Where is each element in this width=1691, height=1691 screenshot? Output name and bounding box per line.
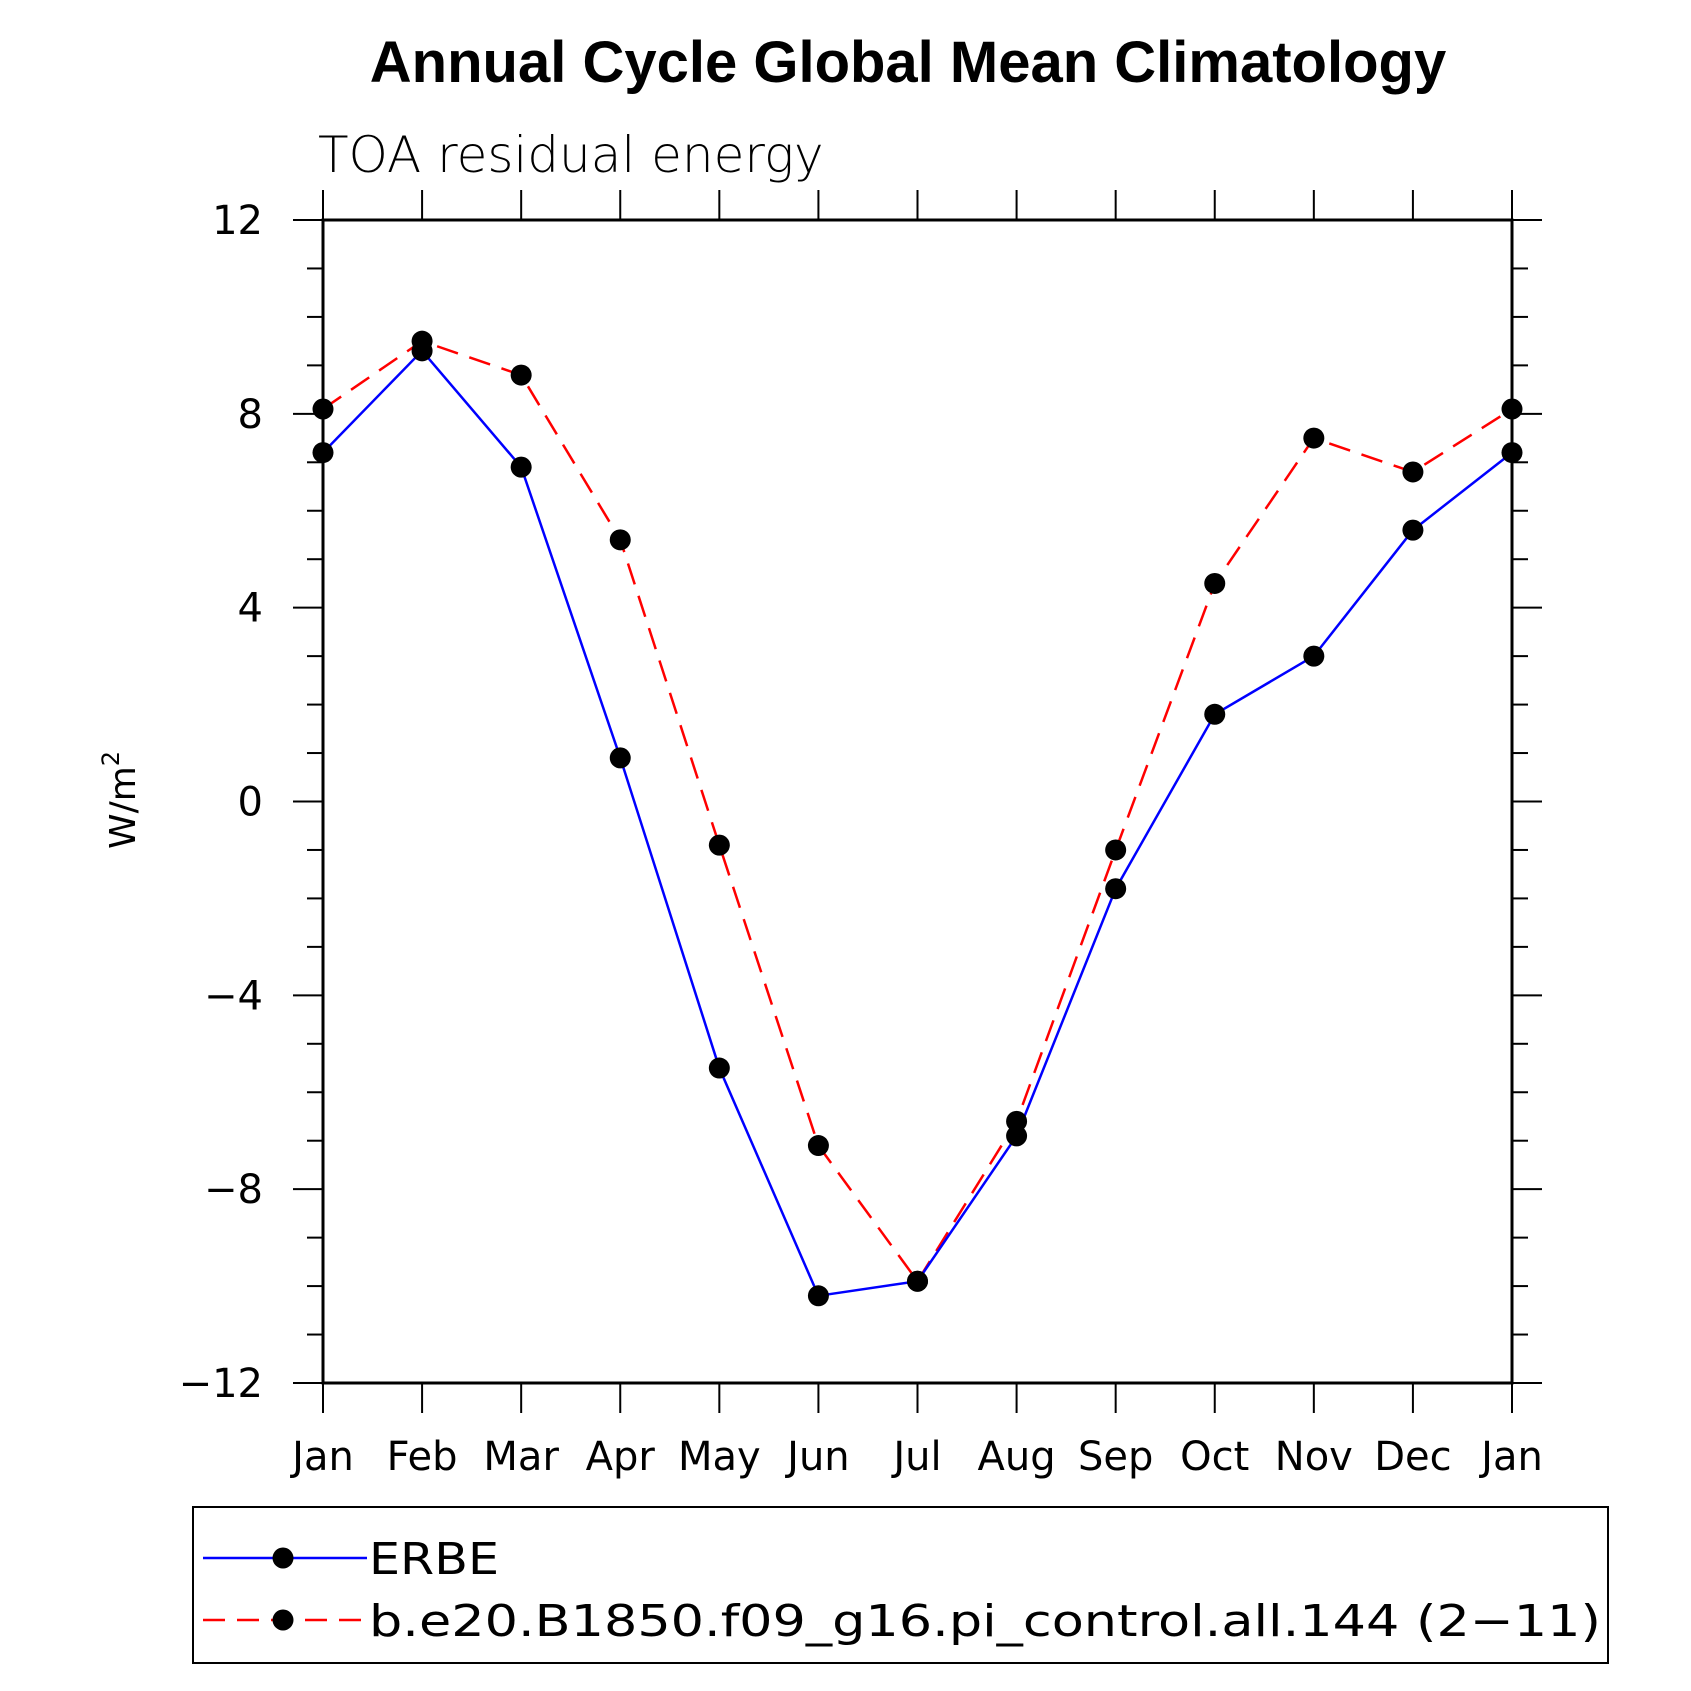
series-0-marker xyxy=(1303,645,1325,667)
series-1-marker xyxy=(807,1135,829,1157)
y-axis-label-superscript: 2 xyxy=(97,751,125,766)
y-tick-label: 8 xyxy=(238,392,263,438)
legend: ERBE b.e20.B1850.f09_g16.pi_control.all.1… xyxy=(192,1506,1609,1664)
plot-area: −12 −8 −4 0 4 8 12 Jan Feb Mar Apr May Jun Jul Aug Sep O… xyxy=(179,190,1543,1480)
series-0-marker xyxy=(609,747,631,769)
x-tick-label: Mar xyxy=(483,1434,559,1480)
series-0-marker xyxy=(312,442,334,464)
series-0-marker xyxy=(907,1270,928,1292)
y-axis-label-text: W/m xyxy=(103,766,144,849)
chart-title: Annual Cycle Global Mean Climatology xyxy=(370,30,1446,95)
series-1-marker xyxy=(1501,398,1523,420)
x-tick-label: May xyxy=(678,1434,761,1480)
x-tick-label: Jun xyxy=(784,1434,850,1480)
x-tick-label: Oct xyxy=(1180,1434,1249,1480)
series-0-marker xyxy=(1204,703,1226,725)
x-tick-label: Jul xyxy=(890,1434,941,1480)
series-1-marker xyxy=(1006,1110,1028,1132)
series-1-marker xyxy=(1303,427,1325,449)
y-tick-label: −12 xyxy=(179,1361,263,1407)
series-0-marker xyxy=(708,1057,730,1079)
x-tick-label: Sep xyxy=(1078,1434,1153,1480)
legend-label-1: b.e20.B1850.f09_g16.pi_control.all.144 (… xyxy=(369,1596,1601,1647)
series-0-marker xyxy=(807,1285,829,1307)
series-line-1 xyxy=(322,339,1513,1284)
x-tick-label: Aug xyxy=(978,1434,1056,1480)
series-line-0 xyxy=(322,348,1513,1298)
x-tick-label: Jan xyxy=(1478,1434,1543,1480)
x-tick-label: Nov xyxy=(1275,1434,1353,1480)
series-0-marker xyxy=(510,456,532,478)
series-1-marker xyxy=(708,834,730,856)
legend-marker-0 xyxy=(272,1547,294,1569)
y-tick-label: −4 xyxy=(204,973,263,1019)
y-axis-label: W/m2 xyxy=(97,751,144,849)
x-tick-label: Dec xyxy=(1374,1434,1451,1480)
series-0-marker xyxy=(1105,878,1127,900)
legend-label-0: ERBE xyxy=(369,1534,499,1585)
series-1-marker xyxy=(609,529,631,551)
y-tick-label: 4 xyxy=(238,586,263,632)
x-tick-label: Apr xyxy=(586,1434,656,1480)
series-0-marker xyxy=(411,340,433,362)
series-0-marker xyxy=(1006,1125,1028,1147)
x-tick-label: Jan xyxy=(289,1434,354,1480)
x-tick-label: Feb xyxy=(387,1434,458,1480)
legend-marker-1 xyxy=(272,1609,294,1631)
plot-frame xyxy=(321,218,1514,1385)
chart-subtitle: TOA residual energy xyxy=(318,126,824,184)
y-tick-label: −8 xyxy=(204,1167,263,1213)
y-tick-label: 12 xyxy=(212,198,263,244)
series-1-marker xyxy=(1402,461,1424,483)
series-0-marker xyxy=(1402,519,1424,541)
y-tick-label: 0 xyxy=(238,780,263,826)
series-1-marker xyxy=(312,398,334,420)
series-1-marker xyxy=(1105,839,1127,861)
series-0-marker xyxy=(1501,442,1523,464)
series-1-marker xyxy=(510,364,532,386)
series-1-marker xyxy=(1204,572,1226,594)
legend-box xyxy=(192,1506,1609,1664)
